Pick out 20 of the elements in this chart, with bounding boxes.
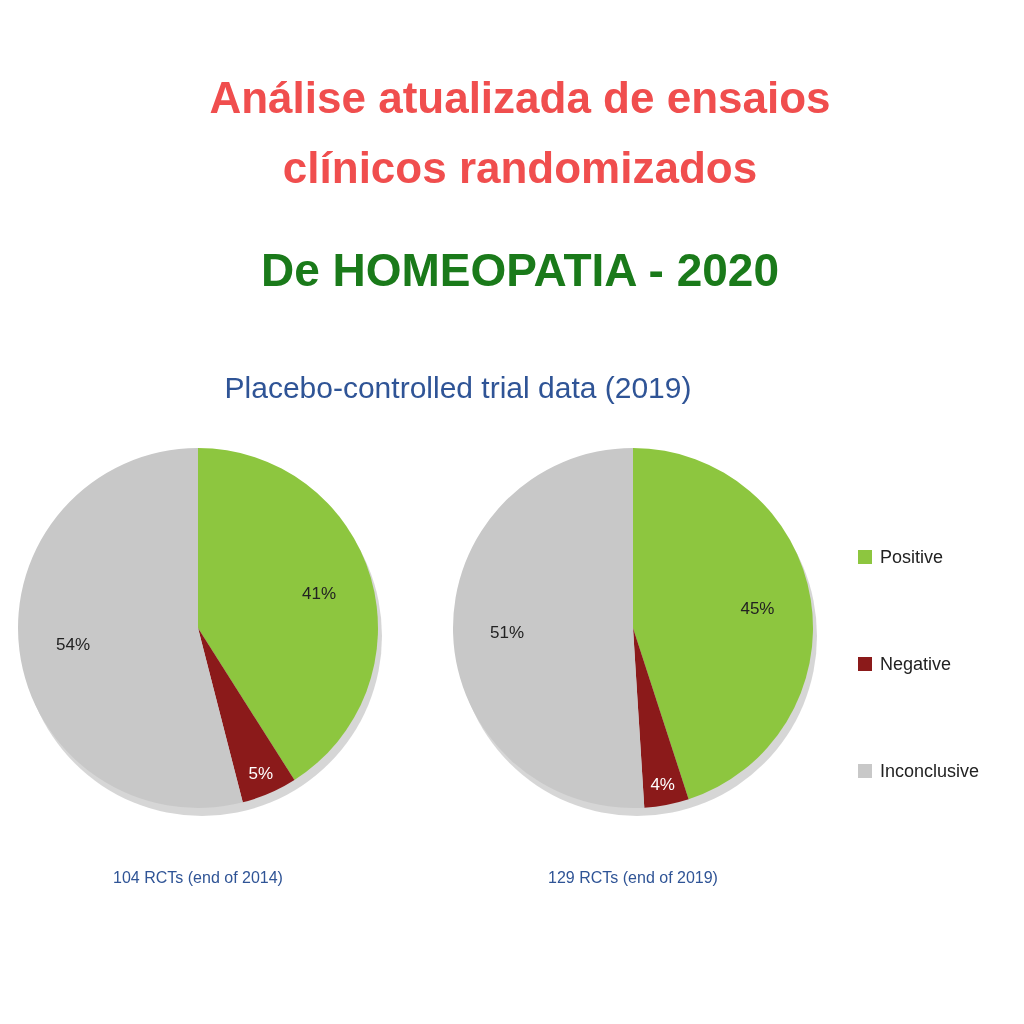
- data-label: 4%: [650, 774, 675, 794]
- data-label: 54%: [55, 634, 91, 654]
- legend-label: Positive: [880, 547, 944, 567]
- data-label: 5%: [248, 764, 274, 784]
- pie-slice: [18, 448, 243, 808]
- legend-label: Negative: [880, 654, 952, 674]
- data-label: 41%: [301, 583, 337, 603]
- pie-slice: [198, 448, 378, 780]
- pie-slice: [633, 628, 689, 808]
- pie-slice: [453, 448, 645, 808]
- data-label: 51%: [490, 622, 525, 642]
- text: 104 RCTs (end of 2014): [113, 869, 283, 886]
- pie-slice: [198, 628, 295, 803]
- text: Análise atualizada de ensaios clínicos randomizados: [209, 73, 831, 192]
- text: Placebo-controlled trial data (2019): [224, 371, 692, 404]
- legend-label: Inconclusive: [880, 761, 980, 781]
- text: De HOMEOPATIA - 2020: [260, 244, 780, 296]
- pie-slice: [633, 448, 813, 800]
- text: 129 RCTs (end of 2019): [548, 869, 718, 886]
- data-label: 45%: [740, 599, 775, 619]
